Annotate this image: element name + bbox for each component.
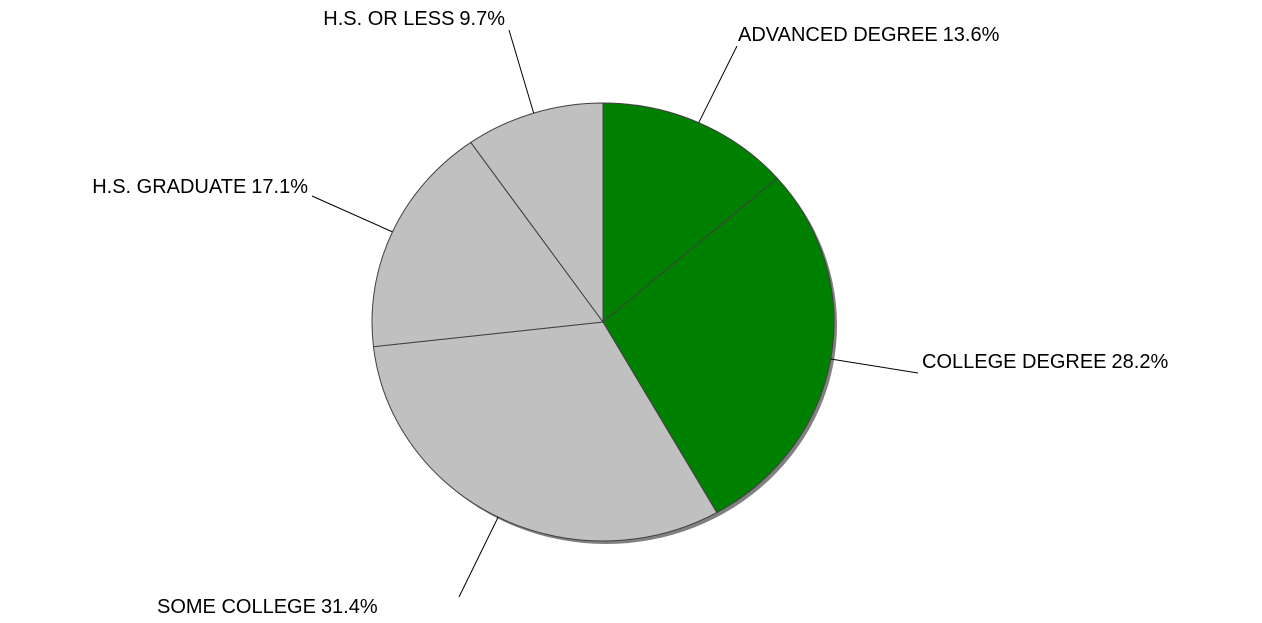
slice-category: COLLEGE DEGREE <box>922 351 1107 373</box>
leader-line <box>458 516 499 598</box>
slice-label: H.S. OR LESS 9.7% <box>323 8 505 30</box>
leader-line <box>830 358 919 374</box>
slice-label: COLLEGE DEGREE 28.2% <box>922 351 1168 373</box>
slice-value-label: 17.1% <box>251 176 308 198</box>
leader-line <box>698 45 738 123</box>
slice-label: H.S. GRADUATE 17.1% <box>92 176 308 198</box>
pie-slice <box>602 177 835 514</box>
slice-category: H.S. GRADUATE <box>92 176 246 198</box>
slice-value-label: 31.4% <box>321 596 378 618</box>
leader-line <box>508 29 535 114</box>
leader-line <box>311 195 393 233</box>
pie-slice <box>602 102 778 324</box>
slice-value-label: 28.2% <box>1112 351 1169 373</box>
slice-value-label: 13.6% <box>943 24 1000 46</box>
slice-value-label: 9.7% <box>459 8 505 30</box>
slice-category: SOME COLLEGE <box>157 596 316 618</box>
slice-category: H.S. OR LESS <box>323 8 454 30</box>
pie-slice <box>372 321 718 542</box>
slice-label: SOME COLLEGE 31.4% <box>157 596 378 618</box>
slice-label: ADVANCED DEGREE 13.6% <box>738 24 1000 46</box>
slice-category: ADVANCED DEGREE <box>738 24 938 46</box>
